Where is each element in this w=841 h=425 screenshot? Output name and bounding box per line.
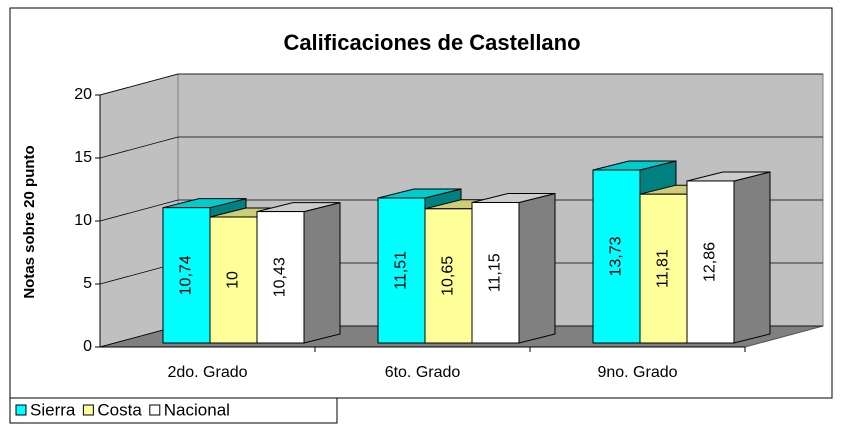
y-tick-label: 0	[83, 338, 92, 355]
legend-label: Sierra	[30, 400, 76, 419]
legend	[9, 397, 338, 424]
x-tick-label: 2do. Grado	[167, 364, 247, 381]
bar-front	[377, 197, 426, 344]
y-tick-label: 20	[74, 86, 92, 103]
bar	[471, 192, 556, 344]
grid-line	[99, 136, 823, 159]
plot: 0 5 10 15 20 2do. Grado 10,74 10 10,43 6to. Grado…	[74, 73, 824, 381]
data-label: 12,86	[702, 242, 719, 282]
data-label: 10,74	[178, 255, 195, 295]
y-tick-label: 5	[83, 275, 92, 292]
legend-label: Nacional	[164, 400, 230, 419]
bar	[256, 201, 341, 344]
x-tick-label: 6to. Grado	[385, 364, 461, 381]
data-label: 10	[225, 271, 242, 289]
y-tick-label: 15	[74, 149, 92, 166]
bar	[686, 171, 771, 344]
data-label: 10,43	[272, 257, 289, 297]
data-label: 11,81	[655, 249, 672, 288]
chart-title: Calificaciones de Castellano	[283, 30, 580, 55]
legend-label: Costa	[97, 400, 142, 419]
x-tick-label: 9no. Grado	[597, 364, 677, 381]
bar-side	[303, 201, 341, 344]
legend-swatch	[15, 404, 27, 416]
grid-line	[99, 73, 823, 96]
data-label: 11,15	[487, 253, 504, 292]
y-axis-label: Notas sobre 20 punto	[21, 145, 38, 298]
bar-front	[639, 193, 688, 344]
bar-front	[209, 216, 258, 344]
bar-front	[471, 202, 520, 344]
bar-side	[733, 171, 771, 344]
bar-front	[424, 208, 473, 344]
bar-side	[518, 192, 556, 344]
bar-front	[256, 211, 305, 344]
data-label: 13,73	[608, 236, 625, 276]
data-label: 11,51	[393, 251, 410, 290]
data-label: 10,65	[440, 256, 457, 296]
legend-swatch	[82, 404, 94, 416]
legend-swatch	[149, 404, 161, 416]
bar-front	[686, 180, 735, 344]
y-tick-label: 10	[74, 212, 92, 229]
